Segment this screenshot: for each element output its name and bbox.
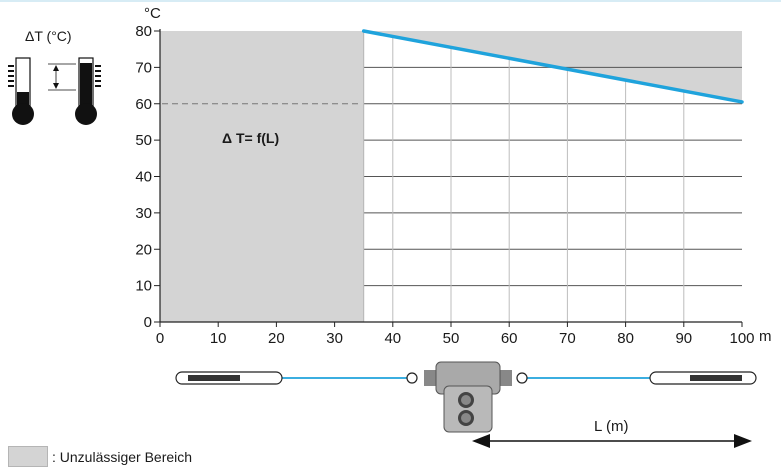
legend-text: : Unzulässiger Bereich: [52, 449, 193, 465]
chart-annotation: Δ T= f(L): [222, 130, 280, 146]
thermometer-icon: [8, 57, 34, 125]
y-tick-label: 20: [135, 241, 152, 258]
thermometer-icon: [75, 57, 101, 125]
y-tick-label: 80: [135, 23, 152, 40]
series-line: [361, 29, 744, 104]
y-tick-label: 70: [135, 59, 152, 76]
delta-arrow-icon: [48, 63, 76, 91]
y-tick-label: 40: [135, 169, 152, 186]
arrow-left-icon: [472, 434, 490, 448]
x-tick-label: 80: [617, 330, 634, 347]
top-rule: [0, 0, 781, 2]
x-tick-label: 10: [210, 330, 227, 347]
legend-swatch: [8, 446, 48, 467]
length-label: L (m): [594, 418, 629, 435]
x-tick-label: 30: [326, 330, 343, 347]
spring-tensioner-right-icon: [649, 371, 757, 385]
y-tick-label: 10: [135, 278, 152, 295]
x-tick-label: 20: [268, 330, 285, 347]
rope-pull-switch-icon: [424, 361, 512, 433]
x-tick-label: 100: [729, 330, 754, 347]
cable-switch-diagram: [175, 361, 757, 448]
y-tick-label: 50: [135, 132, 152, 149]
x-tick-label: 50: [443, 330, 460, 347]
delta-t-label: ΔT (°C): [25, 28, 72, 44]
x-axis-unit: m: [759, 328, 772, 345]
arrow-right-icon: [734, 434, 752, 448]
forbidden-region: [160, 31, 364, 322]
x-tick-label: 0: [156, 330, 164, 347]
y-tick-label: 30: [135, 205, 152, 222]
x-tick-label: 70: [559, 330, 576, 347]
eyelet-right-icon: [516, 372, 528, 384]
y-tick-label: 60: [135, 96, 152, 113]
x-tick-label: 60: [501, 330, 518, 347]
spring-tensioner-left-icon: [175, 371, 283, 385]
x-tick-label: 90: [675, 330, 692, 347]
y-tick-label: 0: [144, 314, 152, 331]
x-tick-label: 40: [384, 330, 401, 347]
y-axis-unit: °C: [144, 5, 161, 22]
eyelet-left-icon: [406, 372, 418, 384]
